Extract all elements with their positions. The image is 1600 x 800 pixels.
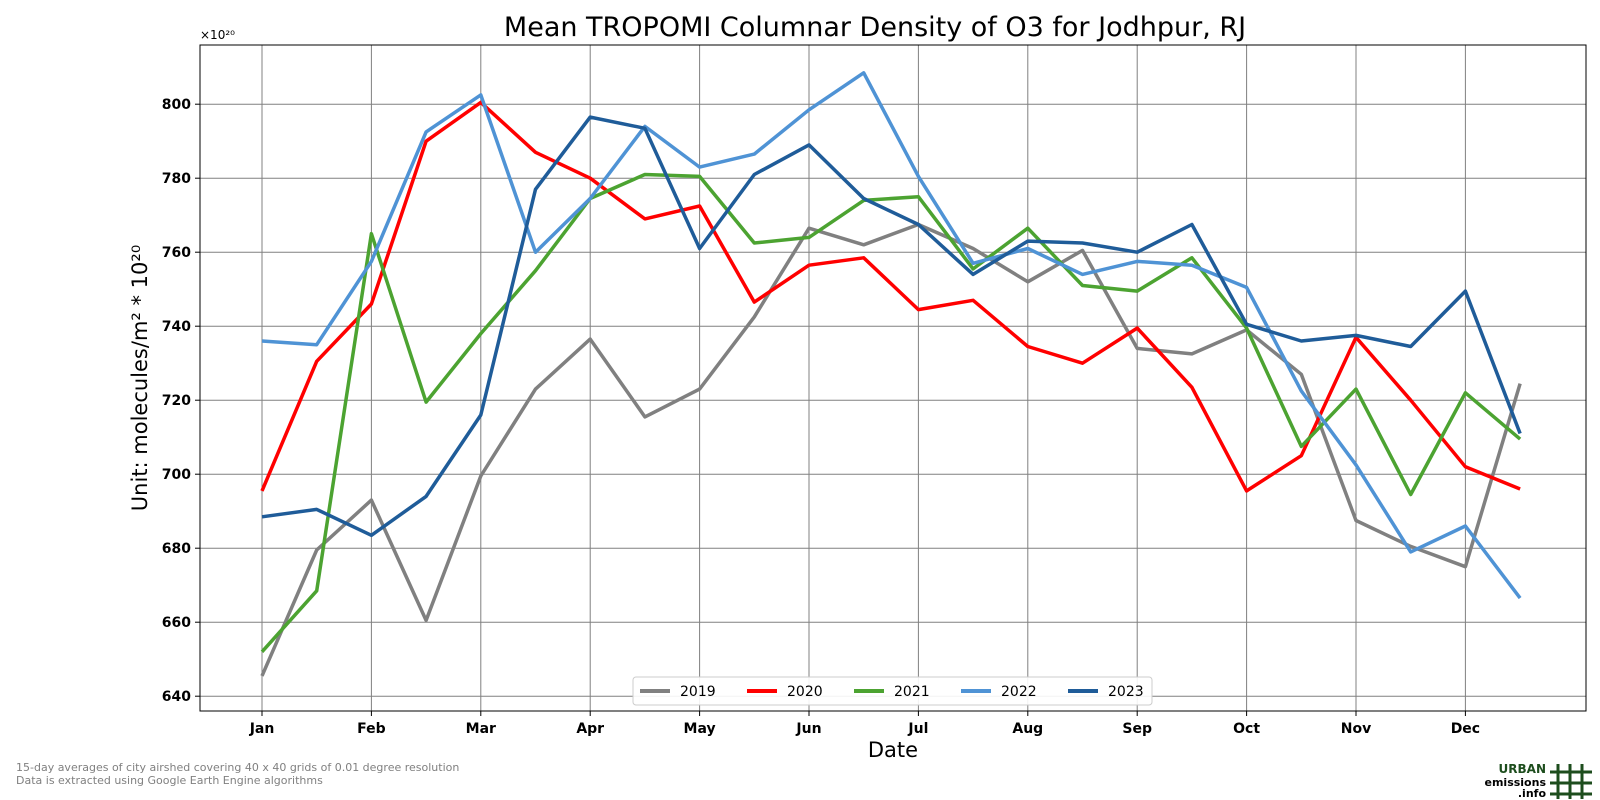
x-tick-label: Jan <box>249 721 275 737</box>
x-tick-label: Nov <box>1341 721 1371 737</box>
x-tick-label: Jul <box>907 721 928 737</box>
x-tick-label: Oct <box>1233 721 1260 737</box>
footnote-line-1: 15-day averages of city airshed covering… <box>16 761 459 774</box>
legend: 2019 2020 2021 2022 2023 <box>632 676 1153 706</box>
x-tick-label: Jun <box>795 721 821 737</box>
x-axis-label: Date <box>868 738 918 762</box>
logo-text-emissions: emissions <box>1485 776 1547 789</box>
legend-box <box>632 676 1153 706</box>
logo-grid-icon <box>1550 764 1592 799</box>
y-tick-label: 700 <box>162 467 191 483</box>
legend-label-2019: 2019 <box>680 684 716 700</box>
y-tick-label: 680 <box>162 541 191 557</box>
footnote-line-2: Data is extracted using Google Earth Eng… <box>16 774 323 787</box>
x-tick-label: Dec <box>1451 721 1480 737</box>
y-axis-label: Unit: molecules/m² * 10²⁰ <box>128 245 152 511</box>
y-tick-label: 740 <box>162 319 191 335</box>
y-tick-label: 720 <box>162 393 191 409</box>
legend-label-2022: 2022 <box>1001 684 1037 700</box>
y-multiplier-label: ×10²⁰ <box>200 28 235 42</box>
x-tick-label: May <box>684 721 716 737</box>
series-lines <box>260 71 1522 677</box>
legend-label-2021: 2021 <box>894 684 930 700</box>
y-tick-label: 660 <box>162 615 191 631</box>
logo-text-info: .info <box>1518 787 1547 800</box>
y-tick-label: 780 <box>162 171 191 187</box>
y-tick-label: 800 <box>162 97 191 113</box>
series-line-2022 <box>261 71 1522 600</box>
plot-frame <box>199 44 1587 712</box>
legend-label-2020: 2020 <box>787 684 823 700</box>
y-tick-label: 760 <box>162 245 191 261</box>
series-line-2019 <box>260 222 1522 677</box>
urban-emissions-logo: URBAN emissions .info <box>1485 762 1592 800</box>
x-ticks: Jan Feb Mar Apr May Jun Jul Aug Sep Oct Nov Dec <box>249 711 1480 737</box>
series-line-2023 <box>261 115 1522 538</box>
x-tick-label: Sep <box>1122 721 1152 737</box>
x-tick-label: Feb <box>357 721 386 737</box>
logo-text-urban: URBAN <box>1499 762 1546 776</box>
x-tick-label: Apr <box>576 721 604 737</box>
series-line-2021 <box>260 172 1522 653</box>
grid <box>200 45 1586 711</box>
y-ticks: 640 660 680 700 720 740 760 780 800 <box>162 97 200 705</box>
x-tick-label: Mar <box>466 721 496 737</box>
y-tick-label: 640 <box>162 689 191 705</box>
chart-title: Mean TROPOMI Columnar Density of O3 for … <box>504 12 1246 43</box>
legend-label-2023: 2023 <box>1108 684 1144 700</box>
x-tick-label: Aug <box>1012 721 1043 737</box>
